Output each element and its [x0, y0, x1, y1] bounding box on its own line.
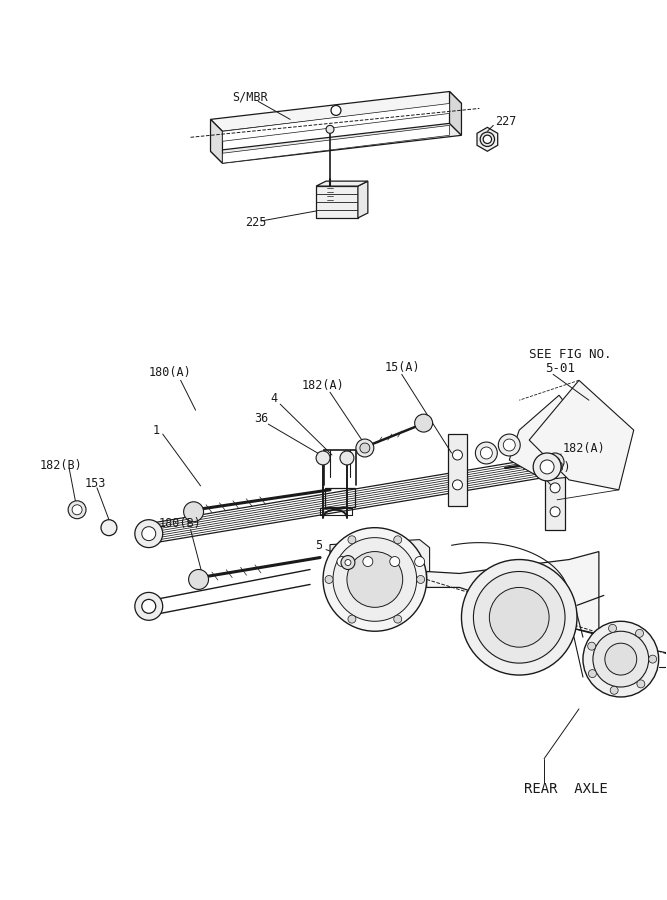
Text: 5-01: 5-01 [545, 362, 575, 374]
Circle shape [588, 643, 596, 650]
Circle shape [142, 599, 155, 613]
Text: 1: 1 [153, 424, 160, 436]
Circle shape [636, 629, 644, 637]
Circle shape [540, 460, 554, 474]
Polygon shape [223, 104, 450, 141]
Text: 15(B): 15(B) [535, 462, 571, 474]
Polygon shape [358, 181, 368, 218]
Polygon shape [330, 540, 430, 582]
Circle shape [363, 556, 373, 566]
Circle shape [550, 457, 560, 467]
Polygon shape [211, 92, 462, 131]
Circle shape [546, 453, 564, 471]
Text: 153: 153 [85, 477, 107, 490]
Circle shape [323, 527, 427, 631]
Circle shape [189, 570, 209, 590]
Text: 15(A): 15(A) [385, 361, 420, 374]
Polygon shape [223, 125, 450, 163]
Circle shape [637, 680, 645, 688]
Polygon shape [545, 470, 565, 530]
Circle shape [610, 687, 618, 694]
Circle shape [483, 135, 492, 143]
Circle shape [345, 560, 351, 565]
Text: 36: 36 [254, 411, 269, 425]
Circle shape [394, 615, 402, 623]
Circle shape [504, 439, 515, 451]
Circle shape [550, 483, 560, 493]
Text: SEE FIG NO.: SEE FIG NO. [529, 348, 612, 361]
Circle shape [390, 556, 400, 566]
Circle shape [341, 555, 355, 570]
Text: 5: 5 [315, 539, 322, 552]
Polygon shape [510, 395, 594, 480]
Circle shape [135, 519, 163, 547]
Circle shape [394, 536, 402, 544]
Circle shape [588, 670, 596, 678]
Circle shape [480, 132, 494, 147]
Text: 182(B): 182(B) [39, 459, 82, 472]
Circle shape [337, 556, 347, 566]
Text: 225: 225 [245, 216, 267, 230]
Circle shape [498, 434, 520, 456]
Circle shape [476, 442, 498, 464]
Circle shape [608, 625, 616, 633]
Circle shape [605, 644, 637, 675]
Polygon shape [477, 127, 498, 151]
Text: 180(A): 180(A) [149, 365, 191, 379]
Polygon shape [450, 92, 462, 135]
Text: 4: 4 [270, 392, 277, 405]
Circle shape [348, 536, 356, 544]
Circle shape [348, 615, 356, 623]
Circle shape [142, 526, 155, 541]
Circle shape [360, 443, 370, 453]
Circle shape [68, 500, 86, 518]
Text: 182(A): 182(A) [563, 442, 606, 454]
Polygon shape [529, 381, 634, 490]
Circle shape [347, 552, 403, 608]
Text: 182(A): 182(A) [302, 379, 345, 392]
Polygon shape [211, 123, 462, 163]
Circle shape [340, 451, 354, 465]
Circle shape [101, 519, 117, 536]
Circle shape [490, 588, 549, 647]
Circle shape [480, 447, 492, 459]
Circle shape [452, 480, 462, 490]
Circle shape [462, 560, 577, 675]
Polygon shape [427, 552, 599, 635]
Circle shape [316, 451, 330, 465]
Polygon shape [211, 120, 223, 163]
Text: S/MBR: S/MBR [232, 91, 268, 104]
Circle shape [649, 655, 656, 663]
Circle shape [325, 575, 333, 583]
Text: 180(B): 180(B) [159, 518, 201, 530]
Circle shape [550, 507, 560, 517]
Circle shape [417, 575, 425, 583]
Text: REAR  AXLE: REAR AXLE [524, 781, 608, 796]
Circle shape [331, 105, 341, 115]
Circle shape [326, 125, 334, 133]
Circle shape [583, 621, 658, 697]
Polygon shape [316, 186, 358, 218]
Circle shape [72, 505, 82, 515]
Circle shape [135, 592, 163, 620]
Text: 227: 227 [496, 115, 517, 128]
Circle shape [415, 556, 425, 566]
Circle shape [415, 414, 433, 432]
Circle shape [356, 439, 374, 457]
Circle shape [593, 631, 649, 687]
Polygon shape [316, 181, 368, 186]
Polygon shape [448, 434, 468, 506]
Circle shape [474, 572, 565, 663]
Circle shape [333, 537, 417, 621]
Circle shape [533, 453, 561, 481]
Circle shape [452, 450, 462, 460]
Circle shape [183, 502, 203, 522]
